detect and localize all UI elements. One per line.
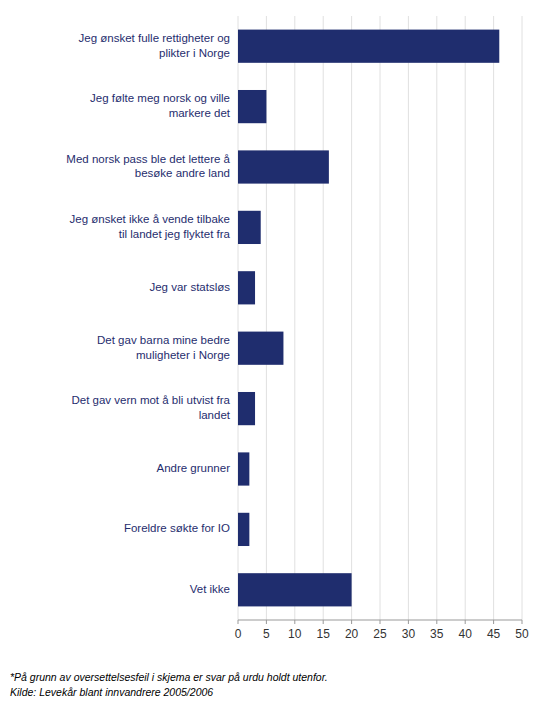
tick-mark [408,620,409,624]
tick-mark [436,620,437,624]
tick-label: 25 [373,627,387,641]
bar [238,150,329,183]
tick-mark [380,620,381,624]
annotation: *På grunn av oversettelsesfeil i skjema … [10,671,328,683]
category-label: Det gav vern mot å bli utvist fralandet [71,394,230,421]
bar [238,30,499,63]
tick-label: 5 [263,627,270,641]
tick-mark [323,620,324,624]
tick-label: 30 [402,627,416,641]
chart: 0 5 10 15 20 25 30 35 40 45 50 Jeg ønsket fulle ret… [0,0,544,708]
tick-mark [266,620,267,624]
bar [238,211,261,244]
category-label: Vet ikke [190,583,230,595]
axis-line [238,620,522,621]
bar [238,90,266,123]
grid-line [436,16,437,620]
grid-line [493,16,494,620]
x-axis: 0 5 10 15 20 25 30 35 40 45 50 [235,620,529,641]
tick-mark [522,620,523,624]
tick-mark [238,620,239,624]
bar [238,392,255,425]
bars [238,30,499,607]
grid-line [351,16,352,620]
tick-label: 35 [430,627,444,641]
tick-label: 0 [235,627,242,641]
footnote: *På grunn av oversettelsesfeil i skjema … [10,671,328,698]
category-label: Jeg følte meg norsk og villemarkere det [90,92,231,119]
tick-mark [351,620,352,624]
grid-line [294,16,295,620]
bar [238,452,249,485]
category-label: Jeg ønsket ikke å vende tilbaketil lande… [70,213,231,240]
grid-line [522,16,523,620]
tick-label: 20 [345,627,359,641]
annotation: Kilde: Levekår blant innvandrere 2005/20… [10,686,213,698]
grid-line [408,16,409,620]
category-label: Andre grunner [156,462,230,474]
tick-label: 10 [288,627,302,641]
grid-line [323,16,324,620]
bar [238,332,283,365]
tick-label: 50 [515,627,529,641]
bar [238,513,249,546]
bar [238,573,352,606]
tick-mark [465,620,466,624]
tick-label: 40 [459,627,473,641]
tick-label: 45 [487,627,501,641]
category-label: Foreldre søkte for IO [124,522,230,534]
category-label: Det gav barna mine bedremuligheter i Nor… [97,334,230,361]
y-axis: Jeg ønsket fulle rettigheter ogplikter i… [66,32,230,595]
category-label: Jeg var statsløs [149,281,230,293]
tick-label: 15 [317,627,331,641]
grid-line [465,16,466,620]
tick-mark [493,620,494,624]
grid [238,16,522,620]
tick-mark [294,620,295,624]
grid-line [380,16,381,620]
bar [238,271,255,304]
category-label: Med norsk pass ble det lettere åbesøke a… [66,153,230,180]
category-label: Jeg ønsket fulle rettigheter ogplikter i… [79,32,231,59]
